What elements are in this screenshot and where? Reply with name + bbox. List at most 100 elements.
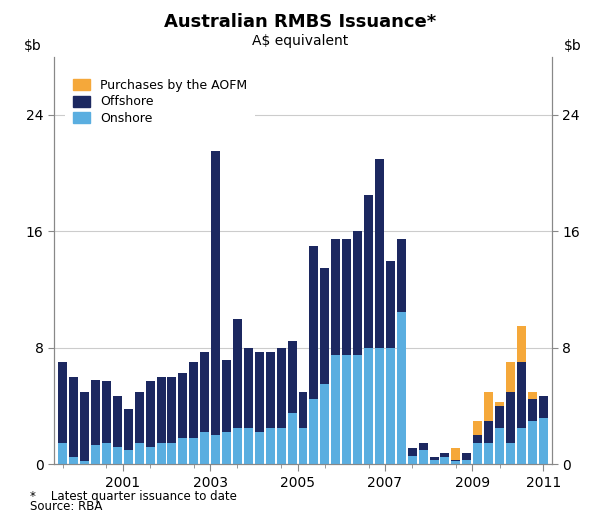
Bar <box>124 450 133 464</box>
Bar <box>342 239 351 355</box>
Bar <box>528 399 537 421</box>
Bar <box>157 377 166 443</box>
Bar <box>517 362 526 428</box>
Bar <box>146 381 155 447</box>
Bar <box>200 352 209 432</box>
Bar <box>397 239 406 312</box>
Bar <box>539 418 548 464</box>
Bar <box>342 355 351 464</box>
Bar <box>375 158 384 348</box>
Bar <box>484 392 493 421</box>
Bar <box>517 428 526 464</box>
Text: Source: RBA: Source: RBA <box>30 501 103 513</box>
Text: Australian RMBS Issuance*: Australian RMBS Issuance* <box>164 13 436 31</box>
Bar <box>102 443 111 464</box>
Bar <box>299 428 307 464</box>
Bar <box>222 360 231 432</box>
Bar <box>200 432 209 464</box>
Bar <box>287 413 296 464</box>
Bar <box>277 348 286 428</box>
Bar <box>473 443 482 464</box>
Bar <box>506 443 515 464</box>
Bar <box>146 447 155 464</box>
Bar <box>364 195 373 348</box>
Bar <box>430 460 439 464</box>
Bar <box>451 448 460 460</box>
Bar <box>517 326 526 362</box>
Text: A$ equivalent: A$ equivalent <box>252 34 348 47</box>
Bar <box>178 373 187 438</box>
Bar <box>440 457 449 464</box>
Bar <box>386 348 395 464</box>
Bar <box>320 384 329 464</box>
Bar <box>178 438 187 464</box>
Text: $b: $b <box>564 39 582 53</box>
Bar <box>408 456 416 464</box>
Bar <box>113 396 122 447</box>
Bar <box>244 428 253 464</box>
Bar <box>473 436 482 443</box>
Bar <box>277 428 286 464</box>
Bar <box>211 436 220 464</box>
Bar <box>167 377 176 443</box>
Bar <box>211 151 220 436</box>
Bar <box>135 443 143 464</box>
Bar <box>528 421 537 464</box>
Bar <box>310 399 319 464</box>
Bar <box>157 443 166 464</box>
Bar <box>69 377 78 457</box>
Bar <box>484 421 493 443</box>
Bar <box>506 392 515 443</box>
Bar <box>440 453 449 457</box>
Bar <box>91 445 100 464</box>
Bar <box>430 457 439 460</box>
Bar <box>539 396 548 418</box>
Text: *    Latest quarter issuance to date: * Latest quarter issuance to date <box>30 490 237 503</box>
Bar <box>506 362 515 392</box>
Bar <box>58 362 67 443</box>
Bar <box>167 443 176 464</box>
Bar <box>244 348 253 428</box>
Bar <box>222 432 231 464</box>
Bar <box>528 392 537 399</box>
Bar <box>102 381 111 443</box>
Bar <box>451 460 460 461</box>
Bar <box>80 461 89 464</box>
Legend: Purchases by the AOFM, Offshore, Onshore: Purchases by the AOFM, Offshore, Onshore <box>65 71 255 133</box>
Bar <box>473 421 482 436</box>
Bar <box>375 348 384 464</box>
Bar <box>58 443 67 464</box>
Bar <box>69 457 78 464</box>
Bar <box>320 268 329 384</box>
Bar <box>353 355 362 464</box>
Bar <box>255 352 264 432</box>
Bar <box>190 438 198 464</box>
Bar <box>113 447 122 464</box>
Bar <box>266 352 275 428</box>
Bar <box>419 450 428 464</box>
Bar <box>135 392 143 443</box>
Bar <box>495 406 504 428</box>
Bar <box>233 319 242 428</box>
Bar <box>386 261 395 348</box>
Bar <box>364 348 373 464</box>
Bar <box>495 428 504 464</box>
Bar <box>495 402 504 406</box>
Bar <box>190 362 198 438</box>
Bar <box>451 461 460 464</box>
Bar <box>255 432 264 464</box>
Bar <box>419 443 428 450</box>
Bar <box>80 392 89 461</box>
Bar <box>331 355 340 464</box>
Text: $b: $b <box>24 39 42 53</box>
Bar <box>353 232 362 355</box>
Bar <box>331 239 340 355</box>
Bar <box>124 409 133 450</box>
Bar <box>310 246 319 399</box>
Bar <box>397 312 406 464</box>
Bar <box>266 428 275 464</box>
Bar <box>299 392 307 428</box>
Bar <box>463 460 471 464</box>
Bar <box>408 448 416 456</box>
Bar <box>233 428 242 464</box>
